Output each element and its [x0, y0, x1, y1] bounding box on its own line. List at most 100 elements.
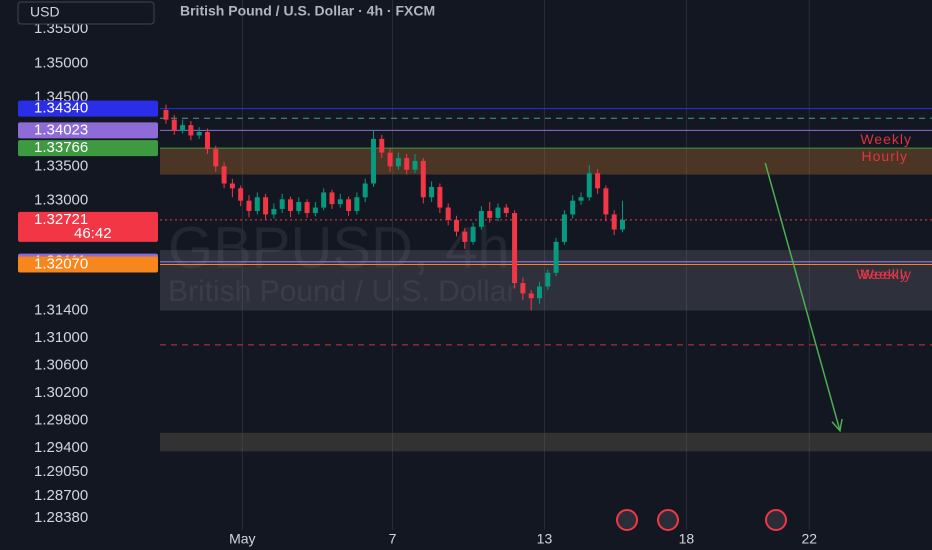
arrow-head	[831, 418, 843, 433]
plot-area: GBPUSD, 4hBritish Pound / U.S. Dollar Wee…	[160, 0, 932, 530]
candle-body	[528, 293, 534, 299]
price-axis-panel	[0, 0, 160, 550]
uk-event[interactable]	[616, 509, 638, 531]
y-tick-label: 1.28700	[34, 487, 88, 504]
price-tag-box	[18, 122, 158, 139]
candle-body	[470, 226, 476, 242]
candle-body	[229, 183, 235, 189]
uk-event[interactable]	[765, 509, 787, 531]
candle-body	[412, 160, 418, 170]
candle-body	[346, 199, 352, 211]
y-tick-label: 1.31400	[34, 302, 88, 319]
price-tag-box	[18, 256, 158, 273]
candle-body	[553, 241, 559, 273]
candle-body	[495, 207, 501, 218]
candle-body	[536, 286, 542, 299]
candle-body	[279, 199, 285, 209]
y-tick-label: 1.30600	[34, 356, 88, 373]
candle-body	[304, 202, 310, 214]
candle-body	[312, 207, 318, 214]
candle-body	[478, 210, 484, 227]
x-tick-label: 13	[537, 531, 553, 547]
candle-body	[520, 283, 526, 294]
candle-body	[545, 272, 551, 287]
candle-body	[238, 188, 244, 201]
candle-body	[171, 119, 177, 131]
price-axis: 1.355001.350001.345001.335001.330001.314…	[18, 20, 158, 526]
price-tag-box	[18, 140, 158, 157]
candle-body	[254, 197, 260, 211]
candle-body	[321, 192, 327, 208]
candle-body	[595, 173, 601, 189]
watermark: GBPUSD, 4h	[168, 215, 510, 280]
y-tick-label: 1.30200	[34, 384, 88, 401]
candle-body	[387, 152, 393, 167]
price-tag-box	[18, 100, 158, 117]
zone-label: Weekly	[860, 131, 912, 147]
zone	[160, 432, 932, 452]
last-price-tag-text: 46:42	[74, 225, 112, 242]
candle-body	[395, 158, 401, 167]
price-tag-text: 1.32070	[34, 256, 88, 273]
candle-body	[188, 125, 194, 136]
candle-body	[196, 132, 202, 136]
last-price-tag-box	[18, 211, 158, 242]
candle-body	[429, 186, 435, 198]
zone-label: Weekly	[860, 266, 912, 282]
candle-body	[362, 183, 368, 198]
candle-body	[246, 200, 252, 211]
currency-button[interactable]	[17, 1, 155, 25]
y-tick-label: 1.31000	[34, 329, 88, 346]
price-tag-text: 1.34023	[34, 121, 88, 138]
y-tick-label: 1.33500	[34, 157, 88, 174]
candle-body	[561, 214, 567, 242]
candle-body	[619, 219, 625, 230]
candle-body	[512, 213, 518, 284]
candle-body	[404, 158, 410, 170]
candle-body	[503, 207, 509, 214]
candle-body	[462, 231, 468, 242]
candle-body	[453, 219, 459, 232]
x-tick-label: 22	[801, 531, 817, 547]
y-tick-label: 1.29050	[34, 463, 88, 480]
candle-body	[437, 186, 443, 208]
zone-label: Weekly	[856, 266, 908, 282]
zone-label: Hourly	[862, 148, 908, 164]
candle-body	[420, 160, 426, 198]
candle-body	[445, 207, 451, 220]
candle-body	[296, 202, 302, 211]
candle-body	[354, 197, 360, 211]
x-tick-label: 7	[389, 531, 397, 547]
candle-body	[213, 149, 219, 167]
y-tick-label: 1.29400	[34, 439, 88, 456]
candle-body	[163, 110, 169, 120]
currency: USD	[30, 4, 60, 20]
watermark: British Pound / U.S. Dollar	[168, 275, 516, 308]
candle-body	[204, 132, 210, 150]
price-tag-text: 1.33766	[34, 139, 88, 156]
last-price-tag-text: 1.32721	[34, 211, 88, 228]
y-tick-label: 1.28380	[34, 509, 88, 526]
y-tick-label: 1.33000	[34, 192, 88, 209]
candle-body	[578, 197, 584, 201]
candle-body	[263, 197, 269, 215]
y-tick-label: 1.35000	[34, 54, 88, 71]
candle-body	[287, 199, 293, 211]
candle-body	[370, 138, 376, 184]
candle-body	[379, 138, 385, 153]
y-tick-label: 1.29800	[34, 411, 88, 428]
price-tag-text: 1.34340	[34, 100, 88, 117]
candle-body	[570, 200, 576, 215]
candle-body	[271, 208, 277, 215]
candle-body	[337, 199, 343, 205]
candle-body	[611, 214, 617, 230]
candle-body	[180, 125, 186, 131]
x-tick-label: May	[229, 531, 255, 547]
us-event[interactable]	[657, 509, 679, 531]
arrow	[764, 162, 841, 431]
candle-body	[603, 188, 609, 215]
event-flags	[616, 509, 787, 531]
candle-body	[221, 166, 227, 184]
